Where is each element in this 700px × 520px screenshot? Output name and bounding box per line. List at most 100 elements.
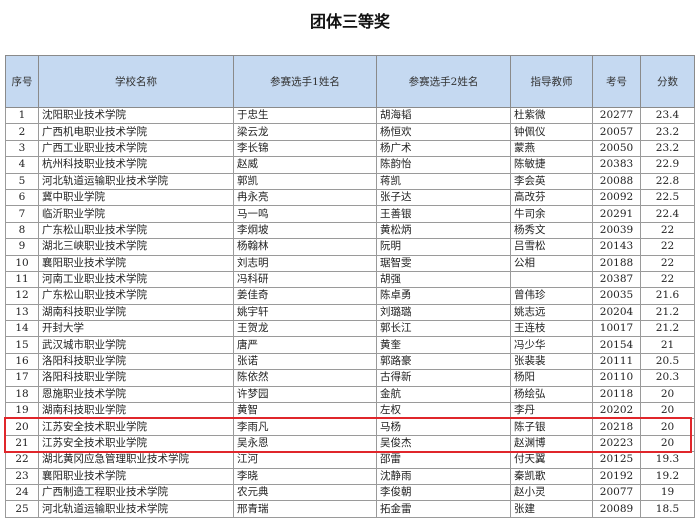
cell-score: 21.6	[640, 287, 695, 305]
cell-exam-id: 20092	[592, 188, 641, 207]
cell-score: 23.4	[640, 106, 695, 125]
cell-index: 1	[5, 106, 39, 125]
cell-teacher	[510, 270, 593, 289]
cell-player1: 姚宇轩	[233, 303, 377, 322]
cell-exam-id: 20057	[592, 123, 641, 141]
cell-player2: 古得新	[376, 369, 511, 387]
cell-exam-id: 20188	[592, 254, 641, 272]
cell-player1: 李炯坡	[233, 221, 377, 240]
cell-score: 23.2	[640, 123, 695, 141]
cell-player1: 姜佳奇	[233, 287, 377, 305]
table-row: 6 冀中职业学院 冉永亮 张子达 高改芬 20092 22.5	[5, 188, 695, 207]
cell-exam-id: 20111	[592, 352, 641, 371]
cell-player2: 邵雷	[376, 451, 511, 469]
cell-school: 洛阳科技职业学院	[38, 352, 234, 371]
table-row: 14 开封大学 王贺龙 郭长江 王连枝 10017 21.2	[5, 320, 695, 338]
cell-teacher: 高改芬	[510, 188, 593, 207]
cell-player1: 李雨凡	[233, 418, 377, 436]
cell-index: 6	[5, 188, 39, 207]
cell-index: 15	[5, 336, 39, 354]
cell-score: 21.2	[640, 303, 695, 322]
cell-school: 河南工业职业技术学院	[38, 270, 234, 289]
cell-exam-id: 10017	[592, 320, 641, 338]
table-row: 12 广东松山职业技术学院 姜佳奇 陈卓勇 曾伟珍 20035 21.6	[5, 287, 695, 305]
cell-player2: 杨恒欢	[376, 123, 511, 141]
cell-player2: 左权	[376, 402, 511, 420]
cell-score: 23.2	[640, 139, 695, 158]
table-row: 1 沈阳职业技术学院 于忠生 胡海韬 杜紫微 20277 23.4	[5, 106, 695, 125]
table-row: 20 江苏安全技术职业学院 李雨凡 马杨 陈子银 20218 20	[5, 418, 695, 436]
cell-score: 20.5	[640, 352, 695, 371]
table-row: 2 广西机电职业技术学院 梁云龙 杨恒欢 钟佩仪 20057 23.2	[5, 123, 695, 141]
table-row: 11 河南工业职业技术学院 冯科研 胡强 20387 22	[5, 270, 695, 289]
cell-score: 22.4	[640, 205, 695, 223]
cell-teacher: 杨阳	[510, 369, 593, 387]
cell-index: 13	[5, 303, 39, 322]
cell-exam-id: 20035	[592, 287, 641, 305]
cell-player2: 张子达	[376, 188, 511, 207]
cell-school: 广西机电职业技术学院	[38, 123, 234, 141]
cell-teacher: 公相	[510, 254, 593, 272]
cell-player1: 冯科研	[233, 270, 377, 289]
cell-player2: 胡海韬	[376, 106, 511, 125]
cell-exam-id: 20218	[592, 418, 641, 436]
table-row: 17 洛阳科技职业学院 陈依然 古得新 杨阳 20110 20.3	[5, 369, 695, 387]
cell-school: 河北轨道运输职业技术学院	[38, 500, 234, 518]
cell-exam-id: 20089	[592, 500, 641, 518]
cell-index: 4	[5, 156, 39, 174]
cell-index: 18	[5, 385, 39, 404]
cell-player2: 黄奎	[376, 336, 511, 354]
cell-school: 襄阳职业技术学院	[38, 254, 234, 272]
cell-score: 19	[640, 483, 695, 502]
cell-exam-id: 20204	[592, 303, 641, 322]
cell-index: 10	[5, 254, 39, 272]
table-row: 7 临沂职业学院 马一鸣 王善银 牛司余 20291 22.4	[5, 205, 695, 223]
cell-school: 沈阳职业技术学院	[38, 106, 234, 125]
cell-school: 襄阳职业技术学院	[38, 467, 234, 485]
cell-teacher: 冯少华	[510, 336, 593, 354]
cell-index: 7	[5, 205, 39, 223]
cell-index: 23	[5, 467, 39, 485]
cell-teacher: 张裴裴	[510, 352, 593, 371]
cell-school: 广西工业职业技术学院	[38, 139, 234, 158]
table-row: 18 恩施职业技术学院 许梦园 金航 杨绘弘 20118 20	[5, 385, 695, 404]
table-row: 8 广东松山职业技术学院 李炯坡 黄松炳 杨秀文 20039 22	[5, 221, 695, 240]
cell-score: 20	[640, 385, 695, 404]
header-teacher: 指导教师	[510, 55, 593, 108]
cell-teacher: 杜紫微	[510, 106, 593, 125]
table-row: 22 湖北黄冈应急管理职业技术学院 江河 邵雷 付天翼 20125 19.3	[5, 451, 695, 469]
cell-school: 湖北三峡职业技术学院	[38, 238, 234, 256]
cell-school: 广东松山职业技术学院	[38, 287, 234, 305]
cell-index: 14	[5, 320, 39, 338]
cell-player1: 李晓	[233, 467, 377, 485]
cell-score: 22	[640, 238, 695, 256]
cell-index: 19	[5, 402, 39, 420]
table-row: 16 洛阳科技职业学院 张诺 郭路豪 张裴裴 20111 20.5	[5, 352, 695, 371]
cell-score: 20.3	[640, 369, 695, 387]
cell-school: 江苏安全技术职业学院	[38, 418, 234, 436]
cell-teacher: 杨绘弘	[510, 385, 593, 404]
header-school: 学校名称	[38, 55, 234, 108]
cell-teacher: 王连枝	[510, 320, 593, 338]
cell-score: 19.2	[640, 467, 695, 485]
cell-exam-id: 20202	[592, 402, 641, 420]
cell-school: 河北轨道运输职业技术学院	[38, 172, 234, 190]
cell-index: 9	[5, 238, 39, 256]
cell-exam-id: 20039	[592, 221, 641, 240]
awards-table: 序号 学校名称 参赛选手1姓名 参赛选手2姓名 指导教师 考号 分数 1 沈阳职业…	[5, 55, 695, 518]
cell-teacher: 陈敏捷	[510, 156, 593, 174]
cell-player2: 郭长江	[376, 320, 511, 338]
cell-player2: 金航	[376, 385, 511, 404]
cell-exam-id: 20277	[592, 106, 641, 125]
cell-exam-id: 20192	[592, 467, 641, 485]
cell-player2: 琚智雯	[376, 254, 511, 272]
cell-score: 22.8	[640, 172, 695, 190]
cell-player1: 于忠生	[233, 106, 377, 125]
cell-score: 20	[640, 418, 695, 436]
cell-school: 江苏安全技术职业学院	[38, 434, 234, 453]
cell-player2: 刘璐璐	[376, 303, 511, 322]
cell-player2: 马杨	[376, 418, 511, 436]
table-row: 25 河北轨道运输职业技术学院 邢青瑞 拓金雷 张建 20089 18.5	[5, 500, 695, 518]
cell-player2: 陈韵怡	[376, 156, 511, 174]
cell-player2: 阮明	[376, 238, 511, 256]
